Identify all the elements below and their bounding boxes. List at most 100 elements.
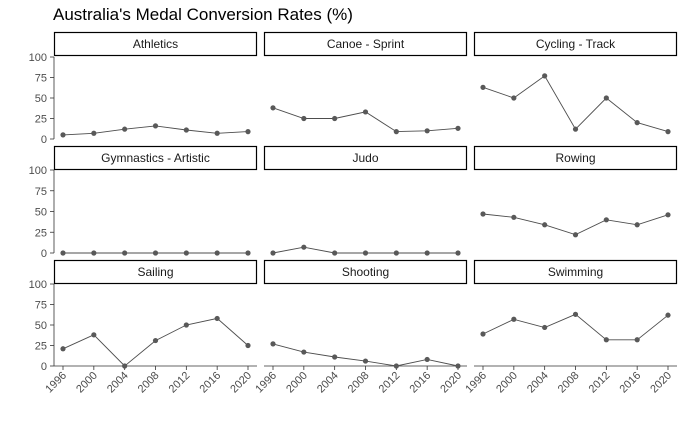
data-point: [60, 132, 66, 138]
data-point: [511, 316, 517, 322]
y-tick-label: 75: [35, 300, 47, 312]
data-point: [332, 250, 338, 256]
data-point: [270, 105, 276, 111]
facet-label: Athletics: [133, 37, 178, 51]
data-point: [152, 123, 159, 129]
facet-strip: [473, 145, 678, 171]
x-tick-label: 2020: [228, 370, 254, 396]
data-point: [572, 232, 579, 238]
panel-judo: Judo: [263, 145, 468, 256]
panel-sailing: Sailing 0 25 50 75 100 1996 2000 2004 2008 2012 201…: [29, 259, 258, 396]
data-point: [572, 311, 579, 317]
data-point: [424, 356, 430, 363]
x-tick-label: 2004: [315, 370, 341, 396]
data-point: [270, 341, 276, 347]
panel-gymnastics-artistic: Gymnastics - Artistic 0 25 50 75 100: [29, 145, 258, 260]
data-point: [362, 358, 369, 364]
series-line: [482, 75, 669, 133]
data-point: [393, 250, 399, 256]
x-tick-label: 2020: [648, 370, 674, 396]
x-tick-label: 2012: [377, 370, 403, 396]
x-tick-label: 2016: [197, 370, 223, 396]
data-point: [603, 217, 609, 223]
data-point: [665, 212, 671, 218]
data-point: [122, 363, 128, 369]
x-tick-label: 1996: [253, 370, 279, 396]
data-point: [634, 337, 640, 343]
data-point: [245, 129, 251, 135]
data-point: [122, 250, 128, 256]
data-point: [542, 222, 548, 228]
data-point: [603, 95, 609, 101]
data-point: [245, 250, 251, 256]
y-tick-label: 0: [41, 248, 47, 260]
x-tick-label: 2004: [525, 370, 551, 396]
y-tick-label: 50: [35, 93, 47, 105]
facet-strip: [263, 31, 468, 57]
panel-swimming: Swimming 1996 2000 2004 2008 2012 2016 2020: [463, 259, 678, 396]
data-point: [511, 214, 517, 220]
x-tick-label: 2016: [407, 370, 433, 396]
y-tick-label: 25: [35, 341, 47, 353]
data-point: [665, 312, 671, 318]
x-tick-label: 2016: [617, 370, 643, 396]
facet-strip: [53, 31, 258, 57]
facet-strip: [263, 259, 468, 285]
facet-strip: [473, 31, 678, 57]
y-tick-label: 100: [29, 52, 47, 64]
data-point: [393, 363, 399, 369]
data-point: [214, 130, 220, 136]
chart-title: Australia's Medal Conversion Rates (%): [53, 5, 353, 24]
facet-strip: [473, 259, 678, 285]
data-point: [480, 331, 486, 337]
facet-label: Sailing: [137, 265, 173, 279]
y-tick-label: 100: [29, 279, 47, 291]
data-point: [424, 128, 430, 134]
data-point: [455, 125, 461, 131]
facet-label: Canoe - Sprint: [327, 37, 405, 51]
data-point: [91, 250, 97, 256]
data-point: [455, 363, 461, 369]
data-point: [634, 120, 640, 126]
x-tick-label: 1996: [463, 370, 489, 396]
panel-canoe-sprint: Canoe - Sprint: [263, 31, 468, 135]
data-point: [542, 324, 548, 331]
y-tick-label: 75: [35, 73, 47, 85]
data-point: [60, 346, 66, 352]
x-tick-label: 2000: [284, 370, 310, 396]
data-point: [301, 244, 307, 250]
data-point: [332, 354, 338, 360]
data-point: [122, 126, 128, 132]
data-point: [511, 95, 517, 101]
data-point: [152, 250, 159, 256]
data-point: [362, 250, 369, 256]
x-tick-label: 2008: [136, 370, 162, 396]
x-tick-label: 2000: [494, 370, 520, 396]
y-tick-label: 100: [29, 165, 47, 177]
x-tick-label: 1996: [43, 370, 69, 396]
data-point: [455, 250, 461, 256]
y-tick-label: 50: [35, 207, 47, 219]
data-point: [152, 337, 159, 344]
facet-label: Gymnastics - Artistic: [101, 151, 210, 165]
facet-strip: [53, 259, 258, 285]
y-tick-label: 75: [35, 186, 47, 198]
data-point: [480, 211, 486, 217]
data-point: [301, 349, 307, 355]
x-tick-label: 2012: [587, 370, 613, 396]
x-tick-label: 2004: [105, 370, 131, 396]
data-point: [572, 126, 579, 132]
data-point: [183, 322, 189, 328]
series-line: [482, 313, 669, 341]
data-point: [332, 115, 338, 122]
y-tick-label: 0: [41, 361, 47, 373]
y-tick-label: 25: [35, 227, 47, 239]
data-point: [214, 250, 220, 256]
data-point: [270, 250, 276, 256]
facet-label: Cycling - Track: [536, 37, 616, 51]
series-line: [482, 213, 669, 236]
facet-label: Judo: [352, 151, 378, 165]
x-tick-label: 2000: [74, 370, 100, 396]
facet-strip: [263, 145, 468, 171]
